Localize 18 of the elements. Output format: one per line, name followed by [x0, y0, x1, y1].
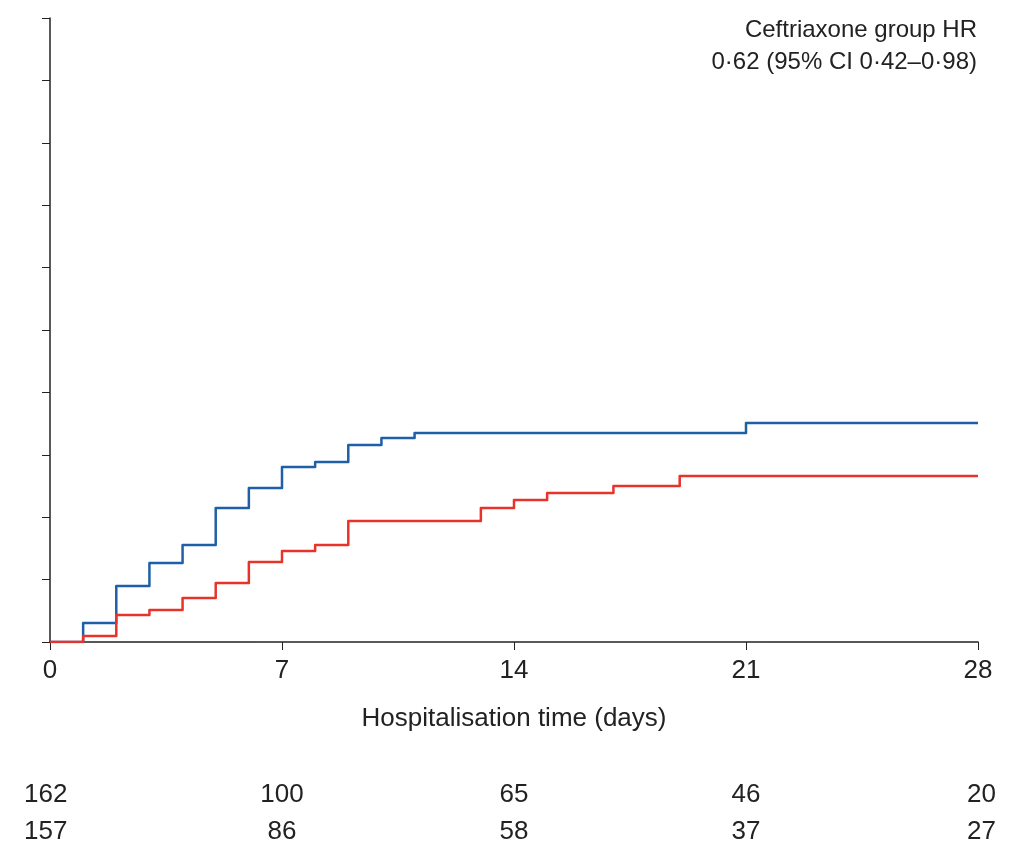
x-tick-label: 7: [274, 654, 290, 684]
text: 27: [967, 815, 996, 845]
text: 0·62 (95% CI 0·42–0·98): [711, 46, 978, 74]
text: 58: [499, 815, 529, 845]
x-tick-label: 21: [731, 654, 761, 684]
text: 157: [24, 815, 68, 845]
text: Ceftriaxone group HR: [744, 14, 978, 42]
x-tick-label: 0: [42, 654, 58, 684]
text: 86: [267, 815, 297, 845]
text: 37: [731, 815, 761, 845]
text: 100: [260, 778, 304, 808]
x-tick-label: 28: [963, 654, 993, 684]
text: 65: [499, 778, 529, 808]
x-axis-title: Hospitalisation time (days): [361, 702, 667, 732]
text: 20: [967, 778, 996, 808]
x-tick-label: 14: [499, 654, 529, 684]
text: 162: [24, 778, 68, 808]
text: 46: [731, 778, 761, 808]
